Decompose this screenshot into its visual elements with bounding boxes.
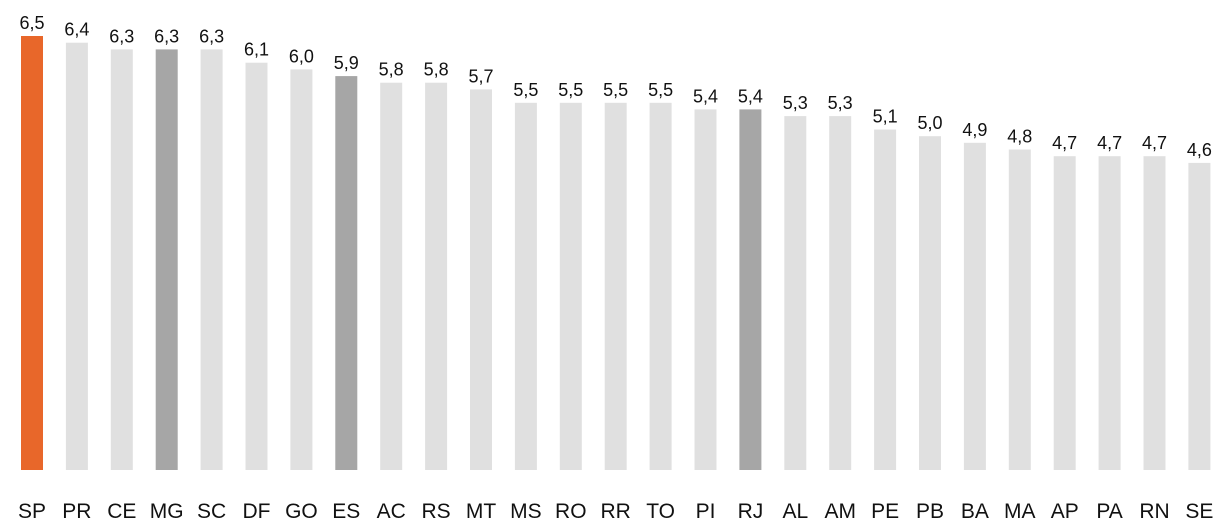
category-label-ma: MA xyxy=(1004,500,1036,523)
category-label-rs: RS xyxy=(422,500,451,523)
category-label-rj: RJ xyxy=(738,500,764,523)
value-label-df: 6,1 xyxy=(244,40,269,60)
category-label-pa: PA xyxy=(1096,500,1122,523)
value-labels-group: 6,5 6,4 6,3 6,3 6,3 6,1 6,0 5,9 5,8 5,8 5,7 5,5 5,5 5… xyxy=(19,13,1211,160)
value-label-rr: 5,5 xyxy=(603,80,628,100)
bar-ro xyxy=(559,102,582,471)
bar-go xyxy=(290,69,313,471)
value-label-rn: 4,7 xyxy=(1142,133,1167,153)
value-label-go: 6,0 xyxy=(289,46,314,66)
category-label-ba: BA xyxy=(961,500,989,523)
bar-ap xyxy=(1053,156,1076,470)
category-label-ce: CE xyxy=(107,500,136,523)
bar-ms xyxy=(514,102,537,471)
category-label-rr: RR xyxy=(601,500,631,523)
bar-rr xyxy=(604,102,627,471)
value-label-to: 5,5 xyxy=(648,80,673,100)
value-label-ac: 5,8 xyxy=(379,60,404,80)
category-label-am: AM xyxy=(824,500,856,523)
category-label-ro: RO xyxy=(555,500,587,523)
value-label-pe: 5,1 xyxy=(873,107,898,127)
bar-al xyxy=(784,116,807,470)
category-label-df: DF xyxy=(243,500,271,523)
bar-pb xyxy=(919,136,941,470)
category-label-ms: MS xyxy=(510,500,542,523)
category-label-pr: PR xyxy=(62,500,91,523)
bar-to xyxy=(649,102,672,471)
value-label-pr: 6,4 xyxy=(64,20,89,40)
category-label-to: TO xyxy=(646,500,675,523)
value-label-ma: 4,8 xyxy=(1007,127,1032,147)
bar-df xyxy=(245,62,268,470)
bar-pi xyxy=(694,109,717,471)
value-label-al: 5,3 xyxy=(783,93,808,113)
bar-rj xyxy=(739,109,762,471)
value-label-sc: 6,3 xyxy=(199,26,224,46)
value-label-am: 5,3 xyxy=(828,93,853,113)
category-label-pb: PB xyxy=(916,500,944,523)
category-label-rn: RN xyxy=(1139,500,1169,523)
category-label-sp: SP xyxy=(18,500,46,523)
value-label-se: 4,6 xyxy=(1187,140,1212,160)
category-label-al: AL xyxy=(782,500,808,523)
value-label-rs: 5,8 xyxy=(424,60,449,80)
bar-rn xyxy=(1143,156,1166,470)
value-label-rj: 5,4 xyxy=(738,86,763,106)
value-label-ms: 5,5 xyxy=(513,80,538,100)
value-label-ba: 4,9 xyxy=(962,120,987,140)
value-label-pa: 4,7 xyxy=(1097,133,1122,153)
category-label-go: GO xyxy=(285,500,318,523)
value-label-pi: 5,4 xyxy=(693,86,718,106)
bar-rs xyxy=(425,82,448,470)
value-label-ap: 4,7 xyxy=(1052,133,1077,153)
value-label-es: 5,9 xyxy=(334,53,359,73)
bar-pe xyxy=(874,129,897,470)
category-label-es: ES xyxy=(332,500,360,523)
bar-ce xyxy=(110,49,133,471)
value-label-mg: 6,3 xyxy=(154,26,179,46)
bar-sp xyxy=(21,36,43,470)
category-label-mt: MT xyxy=(466,500,496,523)
bar-mg xyxy=(155,49,178,471)
value-label-pb: 5,0 xyxy=(917,113,942,133)
category-labels-group: SP PR CE MG SC DF GO ES AC RS MT MS RO RR TO PI RJ AL AM PE… xyxy=(18,500,1213,523)
category-label-pi: PI xyxy=(696,500,716,523)
value-label-ce: 6,3 xyxy=(109,26,134,46)
bar-es xyxy=(335,76,358,470)
category-label-ap: AP xyxy=(1051,500,1079,523)
bar-ma xyxy=(1008,149,1031,470)
bar-am xyxy=(829,116,852,470)
category-label-pe: PE xyxy=(871,500,899,523)
bar-ba xyxy=(963,142,986,471)
bars-group xyxy=(21,36,1211,471)
category-label-se: SE xyxy=(1185,500,1213,523)
bar-pr xyxy=(65,42,88,470)
value-label-mt: 5,7 xyxy=(468,66,493,86)
value-label-ro: 5,5 xyxy=(558,80,583,100)
category-label-ac: AC xyxy=(377,500,406,523)
bar-se xyxy=(1188,162,1211,470)
category-label-sc: SC xyxy=(197,500,226,523)
bar-mt xyxy=(470,89,492,471)
bar-sc xyxy=(200,49,223,471)
bar-ac xyxy=(380,82,403,470)
bar-pa xyxy=(1098,156,1121,470)
value-label-sp: 6,5 xyxy=(19,13,44,33)
category-label-mg: MG xyxy=(150,500,184,523)
